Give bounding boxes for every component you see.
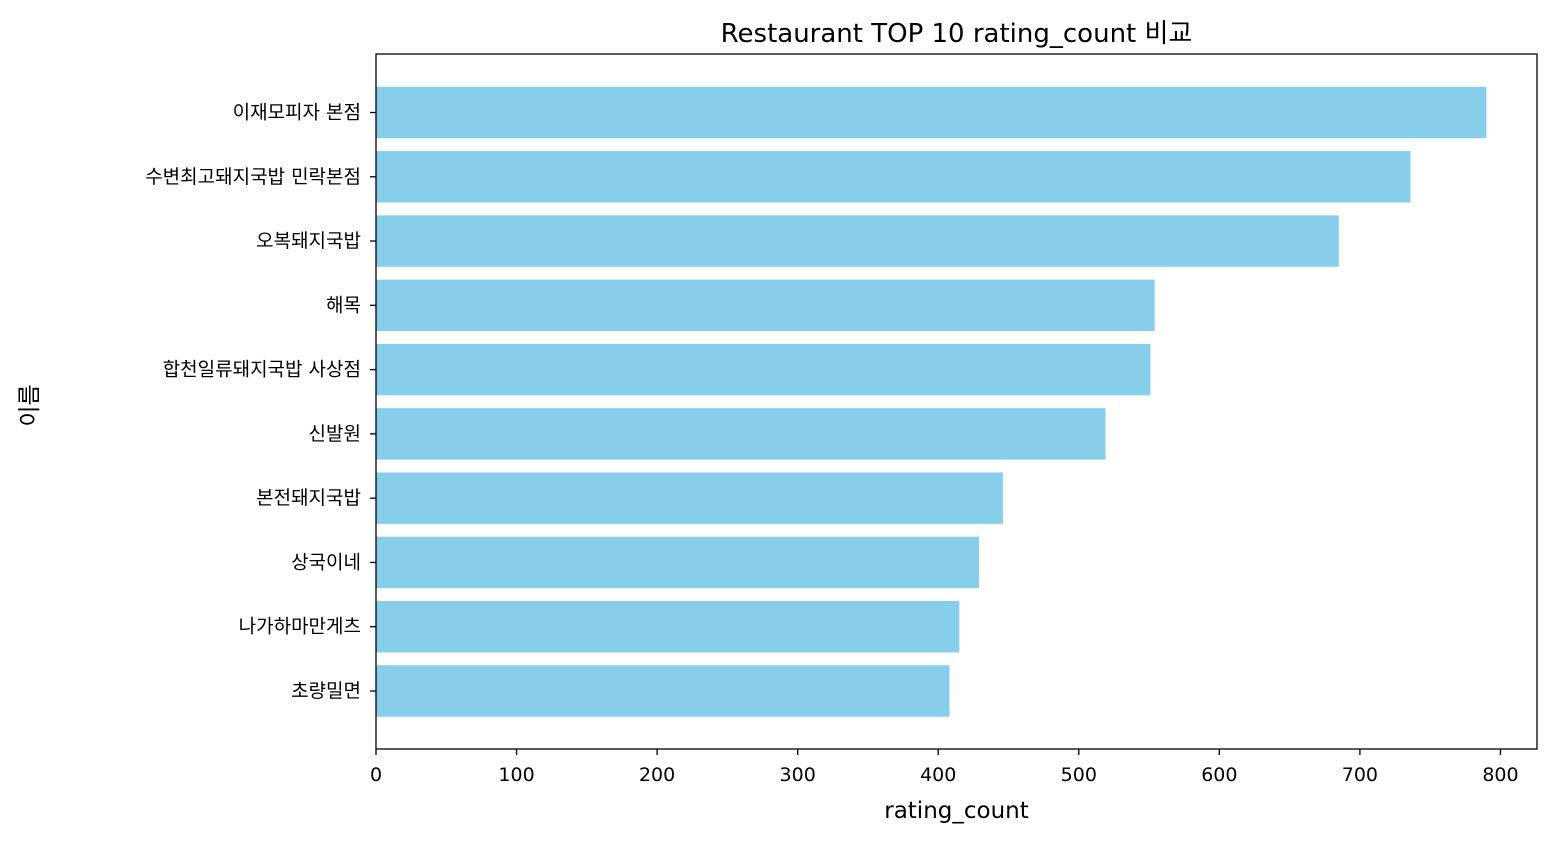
bar (376, 343, 1151, 396)
bar (376, 151, 1411, 203)
x-axis: 0 100 200 300 400 500 600 700 800 (370, 749, 1519, 786)
y-tick-label: 본전돼지국밥 (256, 487, 361, 509)
bar (376, 665, 950, 717)
chart-title: Restaurant TOP 10 rating_count 비교 (721, 19, 1193, 49)
x-tick-label: 800 (1482, 764, 1518, 786)
bar (376, 279, 1155, 332)
x-tick-label: 600 (1201, 764, 1237, 786)
bar (376, 536, 979, 589)
y-tick-label: 나가하마만게츠 (239, 616, 361, 638)
y-tick-label: 해목 (326, 294, 361, 316)
bar (376, 215, 1339, 267)
y-tick-label: 신발원 (309, 423, 361, 445)
x-axis-label: rating_count (884, 798, 1029, 824)
bar (376, 86, 1487, 139)
bar (376, 472, 1003, 524)
plot-frame (375, 53, 1538, 750)
y-tick-label: 합천일류돼지국밥 사상점 (163, 359, 361, 381)
x-tick-label: 300 (780, 764, 816, 786)
y-tick-label: 상국이네 (291, 551, 361, 573)
x-tick-label: 100 (498, 764, 534, 786)
y-axis-label: 이름 (17, 384, 43, 426)
bars-layer (376, 86, 1487, 717)
x-tick-label: 500 (1061, 764, 1097, 786)
y-tick-label: 초량밀면 (291, 680, 361, 702)
y-tick-label: 수변최고돼지국밥 민락본점 (145, 166, 361, 188)
x-tick-label: 400 (920, 764, 956, 786)
y-tick-label: 오복돼지국밥 (256, 230, 361, 252)
x-tick-label: 0 (370, 764, 382, 786)
y-tick-label: 이재모피자 본점 (233, 102, 361, 124)
x-tick-label: 700 (1342, 764, 1378, 786)
bar (376, 601, 960, 653)
bar (376, 408, 1106, 460)
x-tick-label: 200 (639, 764, 675, 786)
